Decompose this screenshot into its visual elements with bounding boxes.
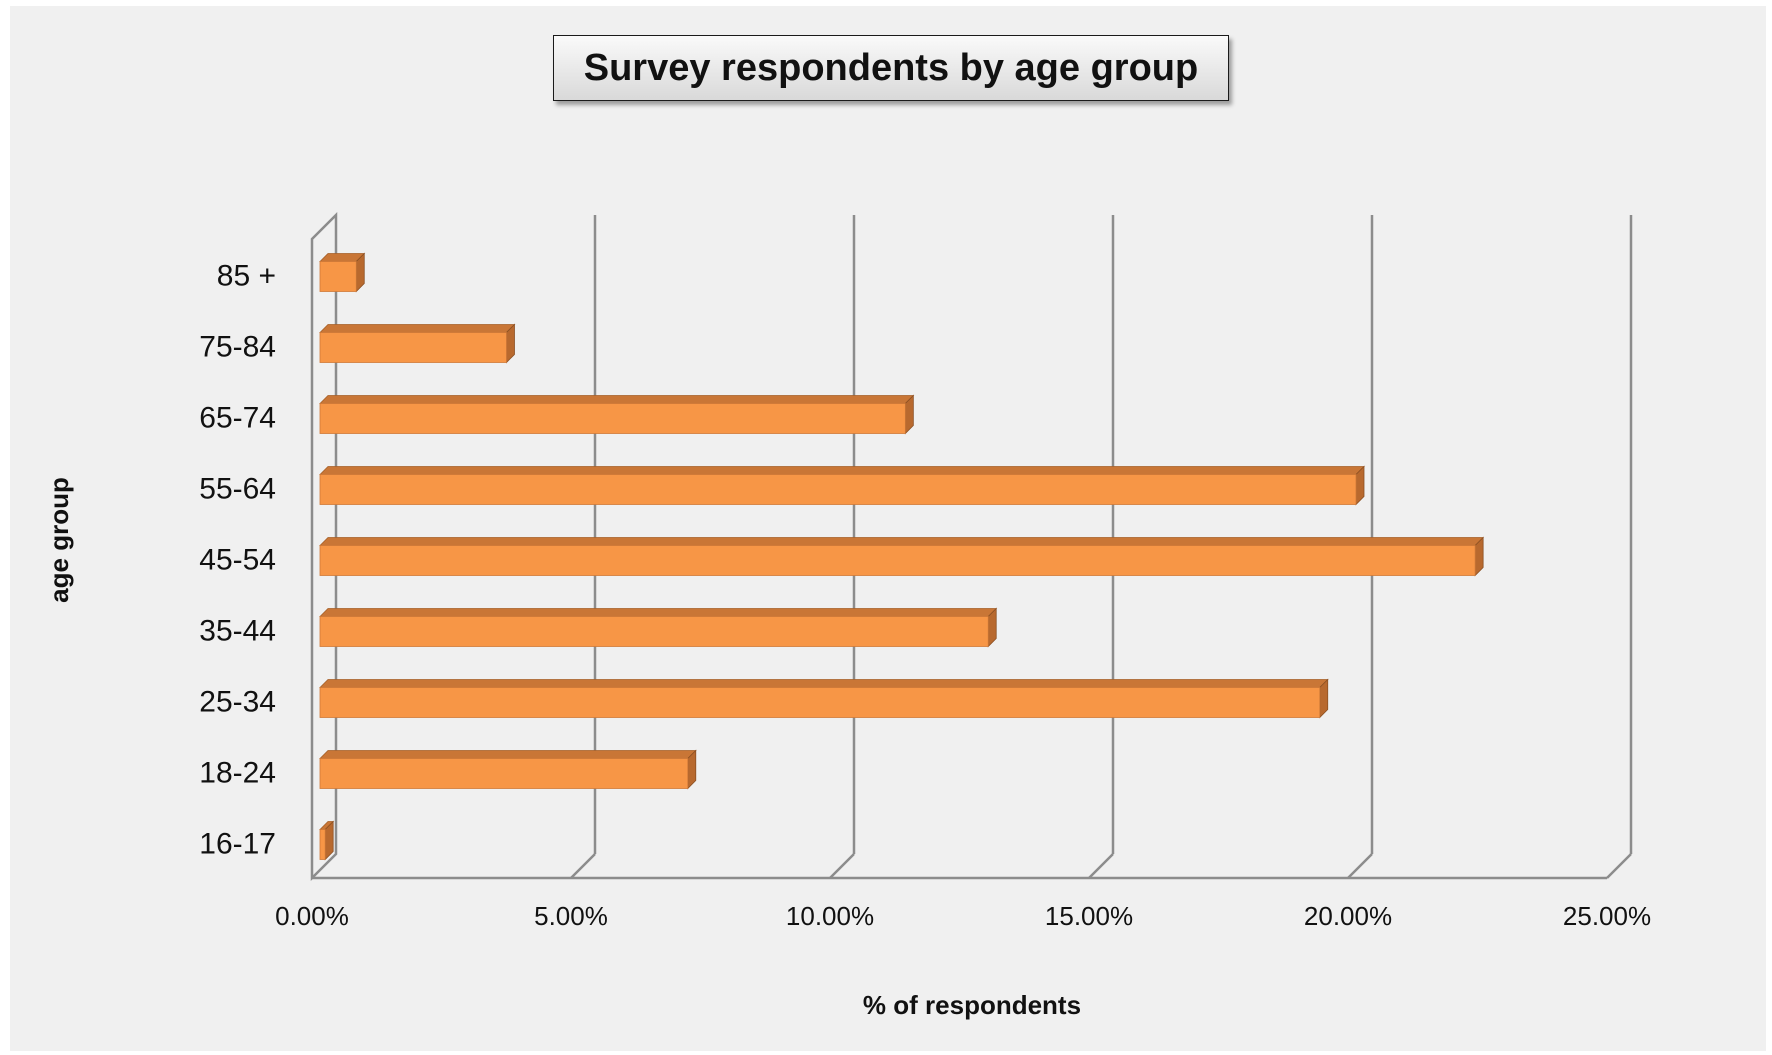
x-tick-label: 5.00% [534,901,608,931]
floor-gridline [1347,853,1373,879]
bar [319,323,516,364]
category-label: 85 + [217,260,276,293]
x-axis-title: % of respondents [863,990,1081,1020]
bar [319,607,998,648]
left-wall [310,211,338,882]
category-label: 16-17 [199,828,276,861]
bar [319,465,1365,506]
category-label: 25-34 [199,686,276,719]
floor-gridline [1088,853,1114,879]
category-labels: 16-17 18-24 25-34 35-44 45-54 55-64 65-74 75-84… [199,260,276,861]
category-label: 35-44 [199,615,276,648]
x-tick-label: 15.00% [1045,901,1133,931]
category-label: 75-84 [199,331,276,364]
bars [319,252,1485,861]
x-tick-labels: 0.00% 5.00% 10.00% 15.00% 20.00% 25.00% [275,901,1651,931]
category-label: 18-24 [199,757,276,790]
bar [319,820,335,861]
chart-title: Survey respondents by age group [583,46,1199,89]
floor-gridline [829,853,855,879]
gridlines [310,211,1633,882]
floor-gridline [570,853,596,879]
x-tick-label: 0.00% [275,901,349,931]
bar [319,678,1329,719]
chart-title-box: Survey respondents by age group [553,35,1229,101]
category-label: 55-64 [199,473,276,506]
x-tick-label: 10.00% [786,901,874,931]
bar [319,536,1485,577]
x-tick-label: 20.00% [1304,901,1392,931]
bar [319,394,915,435]
floor-gridline [1606,853,1632,879]
y-axis-title: age group [44,477,74,603]
bar [319,252,366,293]
x-tick-label: 25.00% [1563,901,1651,931]
category-label: 65-74 [199,402,276,435]
category-label: 45-54 [199,544,276,577]
bar [319,749,697,790]
